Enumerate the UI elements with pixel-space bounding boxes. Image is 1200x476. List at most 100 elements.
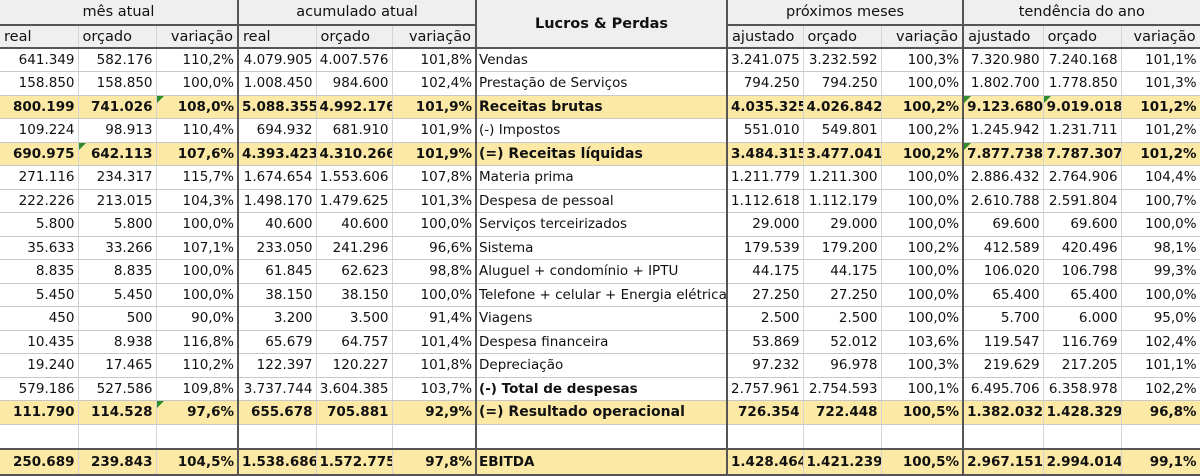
value-proximos-ajustado: 726.354 [727, 400, 804, 425]
value-tendencia-variacao: 98,1% [1121, 236, 1200, 260]
value-proximos-variacao: 100,2% [881, 142, 965, 166]
value-acumulado-variacao: 101,9% [392, 118, 478, 143]
group-mes-atual-header: mês atual [0, 0, 239, 26]
value-tendencia-ajustado: 412.589 [963, 236, 1044, 260]
value-mes-real: 10.435 [0, 330, 79, 354]
value-mes-variacao: 100,0% [156, 212, 239, 237]
value-proximos-orcado: 3.477.041 [803, 142, 882, 166]
value-mes-real: 19.240 [0, 353, 79, 378]
value-tendencia-orcado: 7.787.307 [1043, 142, 1122, 166]
value-tendencia-ajustado: 69.600 [963, 212, 1044, 237]
table-row: 271.116 234.317 115,7% 1.674.654 1.553.606 10… [0, 165, 1200, 190]
value-acumulado-variacao: 102,4% [392, 71, 478, 96]
value-proximos-variacao: 100,2% [881, 118, 965, 143]
value-acumulado-variacao: 101,9% [392, 142, 478, 166]
value-mes-variacao: 104,3% [156, 189, 239, 213]
value-mes-real: 8.835 [0, 259, 79, 284]
col-header-orcado: orçado [1043, 25, 1122, 49]
table-row: 111.790 114.528 97,6% 655.678 705.881 92,9% (=… [0, 400, 1200, 425]
empty-cell [156, 424, 239, 450]
value-tendencia-ajustado: 119.547 [963, 330, 1044, 354]
value-proximos-ajustado: 2.757.961 [727, 377, 804, 401]
empty-cell [316, 424, 393, 450]
value-mes-orcado: 17.465 [78, 353, 157, 378]
value-proximos-ajustado: 1.112.618 [727, 189, 804, 213]
value-mes-orcado: 33.266 [78, 236, 157, 260]
value-proximos-orcado: 44.175 [803, 259, 882, 284]
value-mes-real: 158.850 [0, 71, 79, 96]
value-tendencia-orcado: 1.778.850 [1043, 71, 1122, 96]
value-proximos-variacao: 100,2% [881, 95, 965, 119]
value-mes-real: 111.790 [0, 400, 79, 425]
value-mes-orcado: 5.800 [78, 212, 157, 237]
value-tendencia-variacao: 99,3% [1121, 259, 1200, 284]
value-tendencia-variacao: 96,8% [1121, 400, 1200, 425]
row-label: (-) Total de despesas [476, 377, 729, 401]
group-tendencia-header: tendência do ano [963, 0, 1200, 26]
value-tendencia-variacao: 102,2% [1121, 377, 1200, 401]
value-proximos-variacao: 100,3% [881, 48, 965, 72]
value-tendencia-variacao: 101,2% [1121, 142, 1200, 166]
value-acumulado-real: 1.674.654 [238, 165, 317, 190]
table-row: 19.240 17.465 110,2% 122.397 120.227 101,8% De… [0, 353, 1200, 378]
value-acumulado-variacao: 100,0% [392, 283, 478, 307]
value-acumulado-variacao: 92,9% [392, 400, 478, 425]
value-acumulado-orcado: 3.604.385 [316, 377, 393, 401]
value-tendencia-variacao: 101,1% [1121, 353, 1200, 378]
value-acumulado-variacao: 101,3% [392, 189, 478, 213]
value-proximos-ajustado: 3.241.075 [727, 48, 804, 72]
value-acumulado-orcado: 681.910 [316, 118, 393, 143]
value-mes-real: 109.224 [0, 118, 79, 143]
value-acumulado-real: 40.600 [238, 212, 317, 237]
value-mes-variacao: 100,0% [156, 71, 239, 96]
value-acumulado-real: 61.845 [238, 259, 317, 284]
spacer-row [0, 424, 1200, 450]
value-proximos-orcado: 2.754.593 [803, 377, 882, 401]
row-label: Viagens [476, 306, 729, 331]
value-mes-orcado: 114.528 [78, 400, 157, 425]
table-row: 690.975 642.113 107,6% 4.393.423 4.310.266 10… [0, 142, 1200, 166]
empty-cell [238, 424, 317, 450]
value-acumulado-real: 694.932 [238, 118, 317, 143]
value-acumulado-real: 1.498.170 [238, 189, 317, 213]
row-label: Despesa financeira [476, 330, 729, 354]
value-proximos-orcado: 27.250 [803, 283, 882, 307]
value-mes-orcado: 213.015 [78, 189, 157, 213]
value-mes-orcado: 158.850 [78, 71, 157, 96]
col-header-ajustado: ajustado [963, 25, 1044, 49]
value-tendencia-variacao: 100,7% [1121, 189, 1200, 213]
value-mes-real: 579.186 [0, 377, 79, 401]
value-tendencia-ajustado: 1.802.700 [963, 71, 1044, 96]
value-tendencia-ajustado: 2.886.432 [963, 165, 1044, 190]
value-tendencia-variacao: 99,1% [1121, 448, 1200, 476]
value-acumulado-orcado: 4.992.176 [316, 95, 393, 119]
value-proximos-orcado: 722.448 [803, 400, 882, 425]
value-acumulado-real: 233.050 [238, 236, 317, 260]
value-tendencia-orcado: 2.994.014 [1043, 448, 1122, 476]
value-proximos-orcado: 179.200 [803, 236, 882, 260]
value-acumulado-variacao: 91,4% [392, 306, 478, 331]
value-acumulado-variacao: 101,8% [392, 48, 478, 72]
value-tendencia-orcado: 2.591.804 [1043, 189, 1122, 213]
value-tendencia-ajustado: 7.320.980 [963, 48, 1044, 72]
value-tendencia-orcado: 1.428.329 [1043, 400, 1122, 425]
value-proximos-ajustado: 27.250 [727, 283, 804, 307]
value-mes-variacao: 104,5% [156, 448, 239, 476]
value-acumulado-orcado: 64.757 [316, 330, 393, 354]
value-acumulado-orcado: 120.227 [316, 353, 393, 378]
value-mes-variacao: 100,0% [156, 259, 239, 284]
col-header-real: real [0, 25, 79, 49]
value-acumulado-real: 1.008.450 [238, 71, 317, 96]
value-tendencia-orcado: 69.600 [1043, 212, 1122, 237]
value-proximos-ajustado: 551.010 [727, 118, 804, 143]
value-acumulado-variacao: 103,7% [392, 377, 478, 401]
row-label: Serviços terceirizados [476, 212, 729, 237]
lucros-perdas-title: Lucros & Perdas [476, 0, 729, 49]
value-mes-orcado: 234.317 [78, 165, 157, 190]
value-tendencia-orcado: 7.240.168 [1043, 48, 1122, 72]
table-row: 5.450 5.450 100,0% 38.150 38.150 100,0% Telefo… [0, 283, 1200, 307]
group-acumulado-header: acumulado atual [238, 0, 478, 26]
value-tendencia-variacao: 100,0% [1121, 283, 1200, 307]
value-mes-orcado: 741.026 [78, 95, 157, 119]
